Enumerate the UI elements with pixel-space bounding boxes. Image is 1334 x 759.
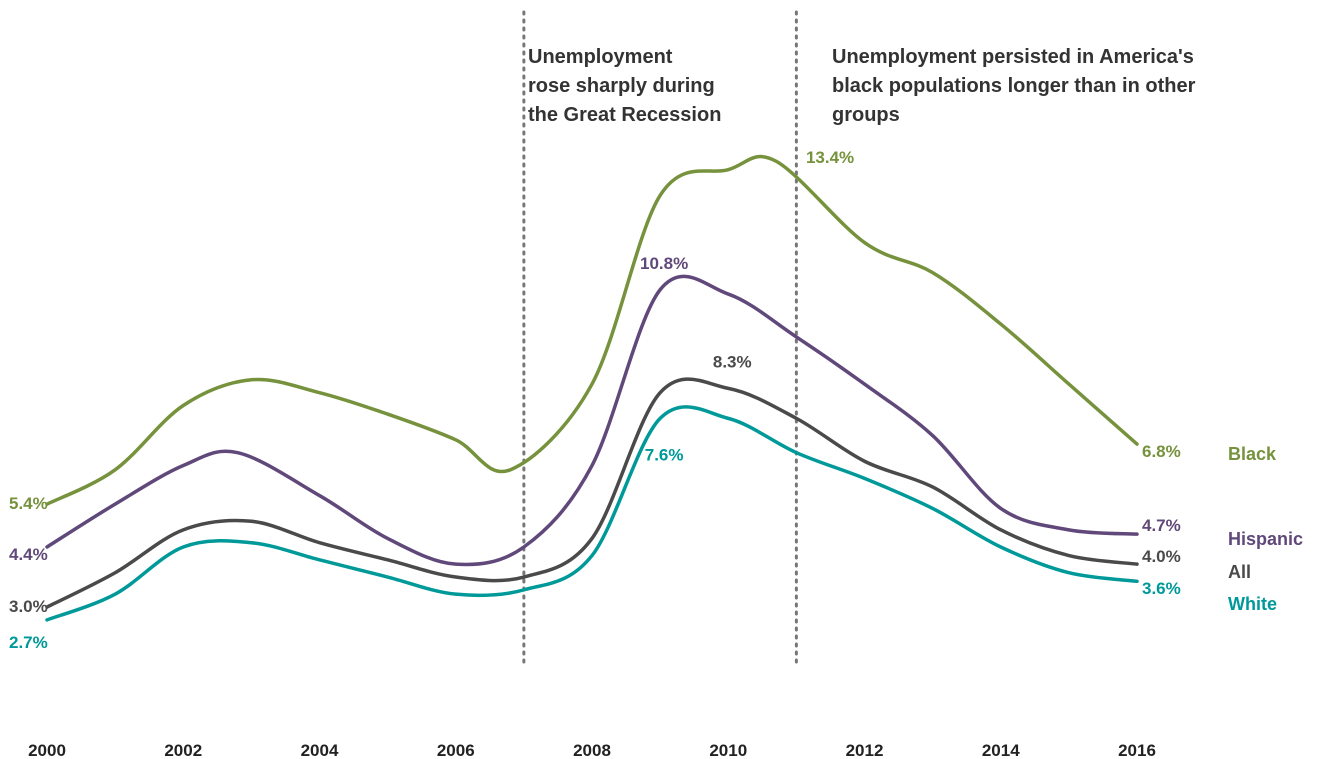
series-line-hispanic	[45, 274, 1139, 567]
series-lines	[45, 154, 1139, 622]
peak-label-hispanic: 10.8%	[640, 254, 688, 273]
persistence-annotation-line-2: black populations longer than in other	[832, 75, 1196, 97]
recession-annotation-line-3: the Great Recession	[528, 104, 721, 126]
end-label-black: 6.8%	[1142, 442, 1181, 461]
persistence-annotation-line-1: Unemployment persisted in America's	[832, 46, 1194, 68]
series-line-white	[45, 405, 1139, 622]
x-tick-2012: 2012	[846, 741, 884, 759]
x-tick-2008: 2008	[573, 741, 611, 759]
legend-item-black: Black	[1228, 444, 1277, 464]
x-tick-2006: 2006	[437, 741, 475, 759]
peak-label-all: 8.3%	[713, 352, 752, 371]
x-tick-2014: 2014	[982, 741, 1020, 759]
start-label-black: 5.4%	[9, 494, 48, 513]
x-tick-2010: 2010	[709, 741, 747, 759]
reference-lines	[522, 10, 798, 670]
x-tick-2002: 2002	[164, 741, 202, 759]
recession-annotation-line-1: Unemployment	[528, 46, 673, 68]
series-line-black	[45, 154, 1139, 506]
x-axis-ticks: 2000 2002 2004 2006 2008 2010 2012 2014 2016	[28, 741, 1156, 759]
value-labels: 5.4% 13.4% 6.8% 4.4% 10.8% 4.7% 3.0% 8.3% 4.0% 2.…	[9, 148, 1181, 652]
series-line-all	[45, 377, 1139, 609]
legend: Black Hispanic All White	[1228, 444, 1303, 614]
legend-item-hispanic: Hispanic	[1228, 529, 1303, 549]
x-tick-2000: 2000	[28, 741, 66, 759]
persistence-annotation-line-3: groups	[832, 104, 900, 126]
start-label-all: 3.0%	[9, 597, 48, 616]
peak-label-black: 13.4%	[806, 148, 854, 167]
legend-item-white: White	[1228, 594, 1277, 614]
start-label-hispanic: 4.4%	[9, 545, 48, 564]
end-label-white: 3.6%	[1142, 579, 1181, 598]
recession-annotation-line-2: rose sharply during	[528, 75, 715, 97]
start-label-white: 2.7%	[9, 633, 48, 652]
end-label-hispanic: 4.7%	[1142, 516, 1181, 535]
end-label-all: 4.0%	[1142, 547, 1181, 566]
x-tick-2016: 2016	[1118, 741, 1156, 759]
x-tick-2004: 2004	[301, 741, 339, 759]
peak-label-white: 7.6%	[645, 445, 684, 464]
legend-item-all: All	[1228, 562, 1251, 582]
